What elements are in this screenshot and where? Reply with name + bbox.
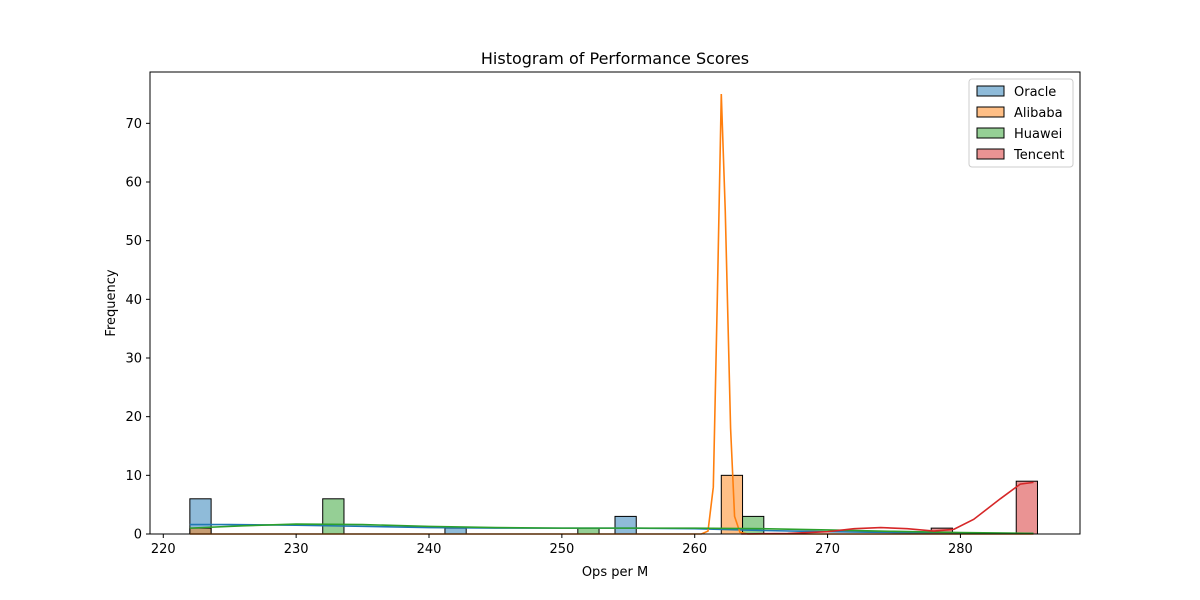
y-tick-label: 20 xyxy=(125,410,142,425)
histogram-bar xyxy=(444,527,467,535)
histogram-bar xyxy=(742,515,765,535)
y-tick-label: 60 xyxy=(125,176,142,191)
legend-swatch-huawei xyxy=(976,127,1005,139)
x-tick-label: 250 xyxy=(549,542,574,557)
histogram-bar xyxy=(1015,480,1038,535)
histogram-bar xyxy=(614,515,637,535)
histogram-bar xyxy=(577,527,600,535)
x-tick-label: 260 xyxy=(682,542,707,557)
legend-label-oracle: Oracle xyxy=(1014,85,1056,100)
x-tick-label: 230 xyxy=(284,542,309,557)
x-tick-label: 220 xyxy=(151,542,176,557)
y-tick-label: 0 xyxy=(134,528,142,543)
series-tencent-kde-line xyxy=(741,481,1034,535)
x-axis-label: Ops per M xyxy=(582,565,648,580)
histogram-bar xyxy=(189,527,212,535)
x-tick-label: 270 xyxy=(815,542,840,557)
chart-title: Histogram of Performance Scores xyxy=(481,49,749,68)
x-tick-label: 280 xyxy=(948,542,973,557)
legend-label-alibaba: Alibaba xyxy=(1014,106,1063,121)
axes: 220 230 240 250 260 270 280 0 10 20 30 40 50 60 70 xyxy=(125,71,1081,557)
legend: Oracle Alibaba Huawei Tencent xyxy=(968,78,1074,168)
y-tick-label: 70 xyxy=(125,117,142,132)
histogram-bar xyxy=(720,474,744,535)
y-tick-label: 30 xyxy=(125,352,142,367)
y-tick-label: 40 xyxy=(125,293,142,308)
legend-swatch-alibaba xyxy=(976,106,1005,118)
series-huawei-kde-line xyxy=(189,523,1034,535)
legend-box xyxy=(968,78,1074,168)
legend-label-tencent: Tencent xyxy=(1013,148,1064,163)
x-tick-label: 240 xyxy=(417,542,442,557)
legend-swatch-tencent xyxy=(976,148,1005,160)
y-tick-label: 10 xyxy=(125,469,142,484)
histogram-bar xyxy=(322,498,345,535)
legend-swatch-oracle xyxy=(976,85,1005,97)
series-alibaba-kde-line xyxy=(189,93,1034,535)
y-tick-label: 50 xyxy=(125,234,142,249)
legend-label-huawei: Huawei xyxy=(1014,127,1062,142)
y-axis-label: Frequency xyxy=(104,269,119,336)
axes-frame xyxy=(149,71,1081,535)
